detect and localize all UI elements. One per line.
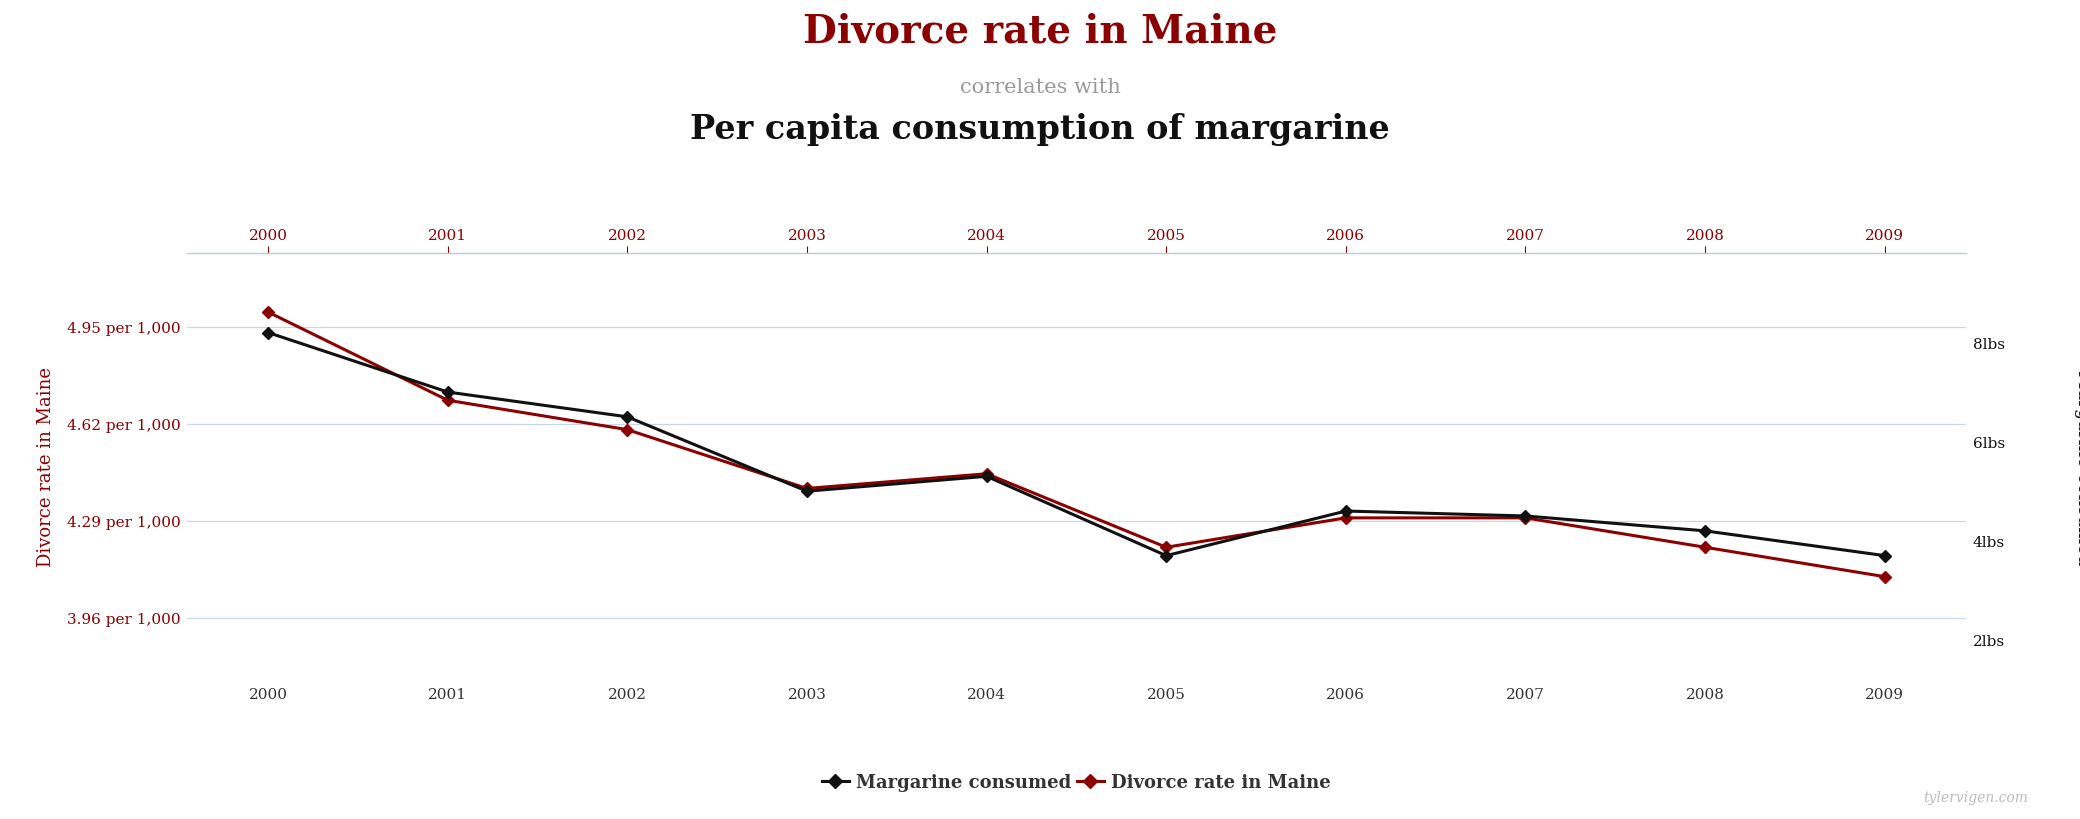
Text: Divorce rate in Maine: Divorce rate in Maine	[803, 12, 1277, 50]
Y-axis label: Divorce rate in Maine: Divorce rate in Maine	[37, 367, 56, 567]
Text: tylervigen.com: tylervigen.com	[1924, 790, 2028, 804]
Legend: Margarine consumed, Divorce rate in Maine: Margarine consumed, Divorce rate in Main…	[815, 766, 1337, 799]
Text: correlates with: correlates with	[959, 78, 1121, 97]
Text: Per capita consumption of margarine: Per capita consumption of margarine	[691, 113, 1389, 146]
Y-axis label: Margarine consumed: Margarine consumed	[2074, 369, 2080, 564]
